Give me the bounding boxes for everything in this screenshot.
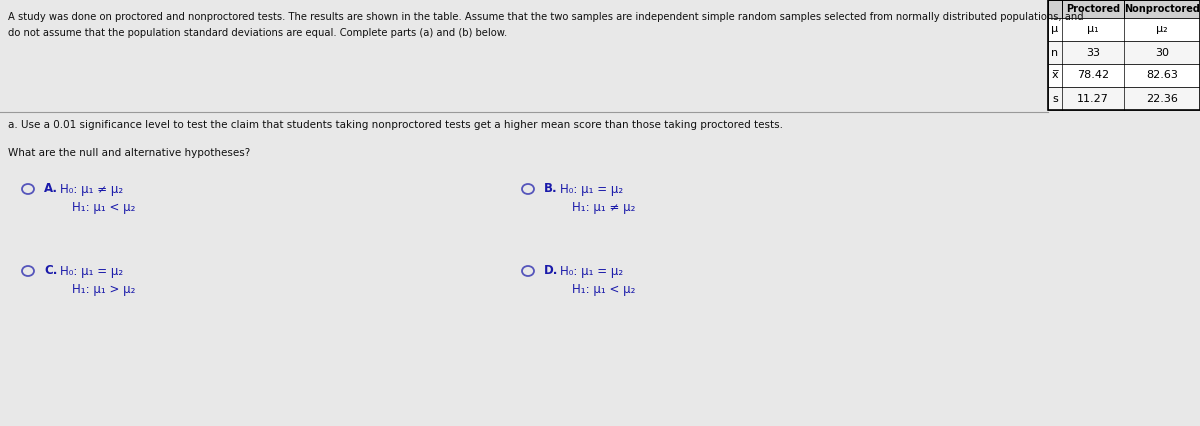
Text: 82.63: 82.63 [1146,70,1178,81]
Text: Proctored: Proctored [1066,4,1120,14]
Text: H₁: μ₁ > μ₂: H₁: μ₁ > μ₂ [72,282,136,296]
Text: H₁: μ₁ < μ₂: H₁: μ₁ < μ₂ [72,201,136,213]
Text: 11.27: 11.27 [1078,93,1109,104]
Bar [1048,87,1200,110]
Text: μ: μ [1051,25,1058,35]
Text: 30: 30 [1154,48,1169,58]
Text: Nonproctored: Nonproctored [1124,4,1200,14]
Text: μ₁: μ₁ [1087,25,1099,35]
Bar [1048,18,1200,41]
Text: H₁: μ₁ < μ₂: H₁: μ₁ < μ₂ [572,282,635,296]
Text: 78.42: 78.42 [1076,70,1109,81]
Text: H₁: μ₁ ≠ μ₂: H₁: μ₁ ≠ μ₂ [572,201,635,213]
Bar [1048,0,1200,18]
Bar [1048,41,1200,64]
Text: s: s [1052,93,1058,104]
Text: H₀: μ₁ = μ₂: H₀: μ₁ = μ₂ [560,182,623,196]
Text: do not assume that the population standard deviations are equal. Complete parts : do not assume that the population standa… [8,28,508,38]
Text: n: n [1051,48,1058,58]
Text: a. Use a 0.01 significance level to test the claim that students taking nonproct: a. Use a 0.01 significance level to test… [8,120,784,130]
Text: H₀: μ₁ = μ₂: H₀: μ₁ = μ₂ [60,265,124,277]
Text: μ₂: μ₂ [1156,25,1168,35]
Text: C.: C. [44,265,58,277]
Text: What are the null and alternative hypotheses?: What are the null and alternative hypoth… [8,148,251,158]
Text: x̅: x̅ [1051,70,1058,81]
Text: H₀: μ₁ = μ₂: H₀: μ₁ = μ₂ [560,265,623,277]
Text: 22.36: 22.36 [1146,93,1178,104]
Bar [1048,0,1200,110]
Text: 33: 33 [1086,48,1100,58]
Text: H₀: μ₁ ≠ μ₂: H₀: μ₁ ≠ μ₂ [60,182,124,196]
Text: D.: D. [544,265,558,277]
Text: B.: B. [544,182,558,196]
Bar [1048,64,1200,87]
Text: A study was done on proctored and nonproctored tests. The results are shown in t: A study was done on proctored and nonpro… [8,12,1084,22]
Text: A.: A. [44,182,58,196]
